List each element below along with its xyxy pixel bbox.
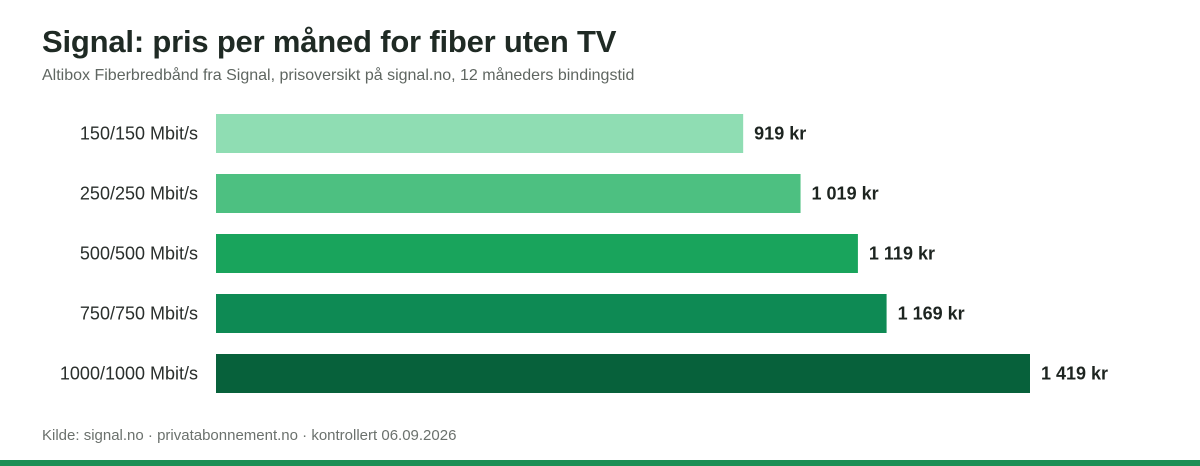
value-label: 919 kr <box>754 124 806 144</box>
bar-chart: 150/150 Mbit/s 919 kr 250/250 Mbit/s 1 019 … <box>60 114 1108 393</box>
bar-3 <box>216 234 858 273</box>
chart-title: Signal: pris per måned for fiber uten TV <box>42 24 617 59</box>
category-label: 750/750 Mbit/s <box>80 304 198 324</box>
chart-subtitle: Altibox Fiberbredbånd fra Signal, prisov… <box>42 67 635 84</box>
value-label: 1 169 kr <box>898 304 965 324</box>
value-label: 1 019 kr <box>812 184 879 204</box>
bar-5 <box>216 354 1030 393</box>
category-label: 150/150 Mbit/s <box>80 124 198 144</box>
source-note: Kilde: signal.no · privatabonnement.no ·… <box>42 427 457 444</box>
category-label: 500/500 Mbit/s <box>80 244 198 264</box>
bottom-rule <box>0 460 1200 466</box>
category-label: 250/250 Mbit/s <box>80 184 198 204</box>
bar-1 <box>216 114 744 153</box>
value-label: 1 419 kr <box>1041 364 1108 384</box>
category-label: 1000/1000 Mbit/s <box>60 364 198 384</box>
value-label: 1 119 kr <box>869 244 935 264</box>
bar-2 <box>216 174 801 213</box>
bar-4 <box>216 294 887 333</box>
